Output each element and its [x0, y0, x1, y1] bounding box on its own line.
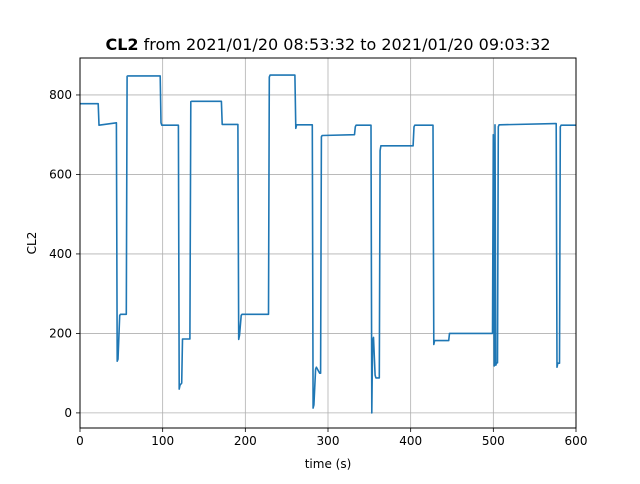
y-tick-label: 800: [49, 88, 72, 102]
series-line: [80, 74, 576, 414]
x-tick-label: 500: [482, 434, 505, 448]
x-tick-label: 400: [399, 434, 422, 448]
y-tick-label: 0: [64, 406, 72, 420]
y-tick-label: 600: [49, 167, 72, 181]
x-tick-label: 300: [317, 434, 340, 448]
x-tick-label: 0: [76, 434, 84, 448]
chart-title-bold: CL2: [105, 35, 138, 54]
x-axis: 0 100 200 300 400 500 600: [76, 428, 587, 448]
x-tick-label: 200: [234, 434, 257, 448]
y-tick-label: 400: [49, 247, 72, 261]
chart-title-rest: from 2021/01/20 08:53:32 to 2021/01/20 0…: [139, 35, 551, 54]
y-tick-label: 200: [49, 326, 72, 340]
plot-area: [80, 74, 576, 414]
x-axis-label: time (s): [305, 457, 352, 471]
y-axis-label: CL2: [25, 232, 39, 255]
y-axis: 0 200 400 600 800: [49, 88, 80, 420]
x-tick-label: 600: [565, 434, 588, 448]
x-tick-label: 100: [151, 434, 174, 448]
chart-title: CL2 from 2021/01/20 08:53:32 to 2021/01/…: [105, 35, 550, 54]
